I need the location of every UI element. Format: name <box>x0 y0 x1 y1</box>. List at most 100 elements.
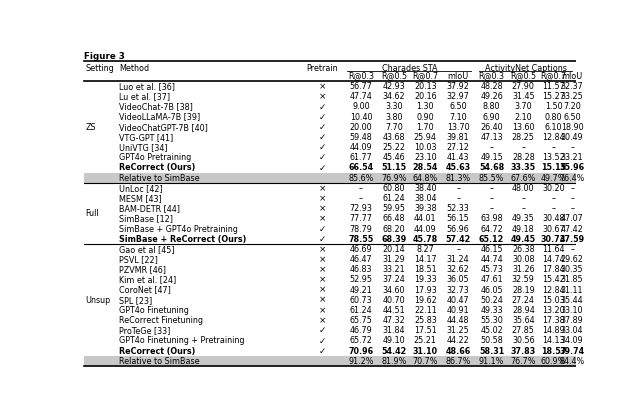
Text: 0.80: 0.80 <box>545 113 563 121</box>
Text: 27.90: 27.90 <box>512 82 535 91</box>
Text: VideoLLaMA-7B [39]: VideoLLaMA-7B [39] <box>119 113 200 121</box>
Text: 31.11: 31.11 <box>561 285 584 295</box>
Text: 48.66: 48.66 <box>445 347 471 356</box>
Text: 61.24: 61.24 <box>383 194 405 203</box>
Text: 45.78: 45.78 <box>413 235 438 244</box>
Text: Full: Full <box>85 209 99 218</box>
Text: Charades STA: Charades STA <box>381 64 437 73</box>
Text: 0.90: 0.90 <box>417 113 434 121</box>
Text: 30.08: 30.08 <box>512 255 534 264</box>
Text: 66.54: 66.54 <box>348 163 374 173</box>
Text: ✓: ✓ <box>319 133 326 142</box>
Text: 59.48: 59.48 <box>349 133 372 142</box>
Text: Method: Method <box>119 64 149 73</box>
Text: ✓: ✓ <box>319 235 326 244</box>
Text: 28.25: 28.25 <box>512 133 535 142</box>
Text: –: – <box>570 245 574 254</box>
Text: 33.21: 33.21 <box>561 154 584 162</box>
Text: 19.62: 19.62 <box>414 296 436 305</box>
Text: –: – <box>456 184 460 193</box>
Text: –: – <box>570 143 574 152</box>
Text: 61.24: 61.24 <box>349 306 372 315</box>
Text: 13.52: 13.52 <box>542 154 565 162</box>
Text: 28.94: 28.94 <box>512 306 534 315</box>
Text: ✓: ✓ <box>319 163 326 173</box>
Text: 32.97: 32.97 <box>447 92 470 101</box>
Text: Kim et al. [24]: Kim et al. [24] <box>119 275 176 285</box>
Text: 25.21: 25.21 <box>414 337 436 345</box>
Text: 31.10: 31.10 <box>413 347 438 356</box>
Text: 76.4%: 76.4% <box>559 173 585 183</box>
Text: VideoChatGPT-7B [40]: VideoChatGPT-7B [40] <box>119 123 207 132</box>
Text: 33.35: 33.35 <box>511 163 536 173</box>
Text: 46.79: 46.79 <box>349 326 372 335</box>
Text: 81.3%: 81.3% <box>445 173 471 183</box>
Text: 50.58: 50.58 <box>480 337 503 345</box>
Text: 84.4%: 84.4% <box>559 357 585 366</box>
Text: ×: × <box>319 214 326 223</box>
Text: 42.93: 42.93 <box>383 82 405 91</box>
Text: –: – <box>490 143 493 152</box>
Text: 49.21: 49.21 <box>349 285 372 295</box>
Text: 27.24: 27.24 <box>512 296 535 305</box>
Text: 11.64: 11.64 <box>542 245 564 254</box>
Text: 1.50: 1.50 <box>545 102 563 111</box>
Text: ActivityNet Captions: ActivityNet Captions <box>484 64 566 73</box>
Text: 28.19: 28.19 <box>512 285 534 295</box>
Text: 49.26: 49.26 <box>480 92 503 101</box>
Text: 39.38: 39.38 <box>414 204 436 213</box>
Text: 47.07: 47.07 <box>561 214 584 223</box>
Text: 65.75: 65.75 <box>349 316 372 325</box>
Text: ×: × <box>319 316 326 325</box>
Text: 32.62: 32.62 <box>447 265 470 274</box>
Text: –: – <box>522 143 525 152</box>
Text: ×: × <box>319 285 326 295</box>
Text: PZVMR [46]: PZVMR [46] <box>119 265 166 274</box>
Text: 28.28: 28.28 <box>512 154 534 162</box>
Text: ×: × <box>319 275 326 285</box>
Text: 39.74: 39.74 <box>559 347 585 356</box>
Text: 47.13: 47.13 <box>480 133 503 142</box>
Text: 33.10: 33.10 <box>561 306 584 315</box>
Text: Unsup: Unsup <box>85 296 111 305</box>
Text: 37.92: 37.92 <box>447 82 470 91</box>
Text: R@0.5: R@0.5 <box>510 72 536 81</box>
Text: 56.96: 56.96 <box>447 225 470 233</box>
Text: 37.24: 37.24 <box>383 275 405 285</box>
Text: 78.55: 78.55 <box>348 235 374 244</box>
Bar <box>84 173 576 183</box>
Text: 44.48: 44.48 <box>447 316 470 325</box>
Text: 52.95: 52.95 <box>349 275 372 285</box>
Text: 15.42: 15.42 <box>542 275 565 285</box>
Text: –: – <box>570 194 574 203</box>
Text: –: – <box>359 184 363 193</box>
Text: R@0.7: R@0.7 <box>412 72 438 81</box>
Text: ZS: ZS <box>85 123 96 132</box>
Text: 17.93: 17.93 <box>414 285 436 295</box>
Text: 31.85: 31.85 <box>561 275 584 285</box>
Text: 34.60: 34.60 <box>383 285 405 295</box>
Text: 76.9%: 76.9% <box>381 173 406 183</box>
Text: UnLoc [42]: UnLoc [42] <box>119 184 163 193</box>
Text: 41.43: 41.43 <box>447 154 470 162</box>
Text: GPT4o Finetuning + Pretraining: GPT4o Finetuning + Pretraining <box>119 337 244 345</box>
Text: ReCorrect (Ours): ReCorrect (Ours) <box>119 163 195 173</box>
Text: 65.12: 65.12 <box>479 235 504 244</box>
Text: 59.95: 59.95 <box>382 204 405 213</box>
Text: 91.2%: 91.2% <box>348 357 374 366</box>
Text: 57.42: 57.42 <box>445 235 471 244</box>
Text: SimBase + ReCorrect (Ours): SimBase + ReCorrect (Ours) <box>119 235 246 244</box>
Text: 44.09: 44.09 <box>414 225 436 233</box>
Text: ×: × <box>319 82 326 91</box>
Text: 1.70: 1.70 <box>417 123 434 132</box>
Text: 44.22: 44.22 <box>447 337 470 345</box>
Text: 45.63: 45.63 <box>445 163 471 173</box>
Text: 46.83: 46.83 <box>349 265 372 274</box>
Text: 43.68: 43.68 <box>383 133 405 142</box>
Text: 30.73: 30.73 <box>541 235 566 244</box>
Text: 17.84: 17.84 <box>542 265 565 274</box>
Text: 35.64: 35.64 <box>512 316 534 325</box>
Text: 36.05: 36.05 <box>447 275 470 285</box>
Text: 91.1%: 91.1% <box>479 357 504 366</box>
Text: 28.54: 28.54 <box>413 163 438 173</box>
